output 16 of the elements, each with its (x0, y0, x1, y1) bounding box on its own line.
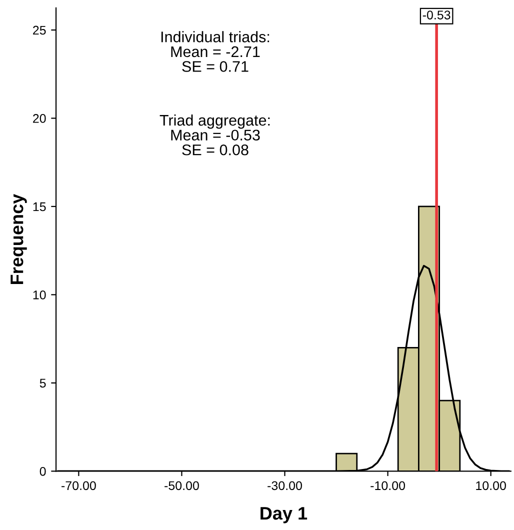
x-tick-label: -10.00 (370, 481, 406, 490)
ref-line-label: -0.53 (422, 10, 450, 20)
y-tick-label: 10 (33, 290, 46, 300)
y-tick-label: 20 (33, 114, 46, 123)
x-tick-label: -50.00 (164, 481, 199, 490)
y-tick-label: 0 (40, 466, 46, 476)
x-tick-label: -70.00 (62, 481, 96, 490)
annotation: Triad aggregate: Mean = -0.53 SE = 0.08 (160, 114, 270, 156)
y-tick-label: 5 (40, 378, 46, 388)
x-tick-label: 10.00 (476, 481, 506, 490)
annotation: Individual triads: Mean = -2.71 SE = 0.71 (161, 31, 270, 72)
y-tick-label: 15 (33, 202, 46, 212)
y-tick-label: 25 (33, 26, 46, 35)
x-axis-title: Day 1 (260, 507, 308, 524)
x-tick-label: -30.00 (268, 481, 302, 490)
y-axis-title: Frequency (10, 194, 27, 284)
